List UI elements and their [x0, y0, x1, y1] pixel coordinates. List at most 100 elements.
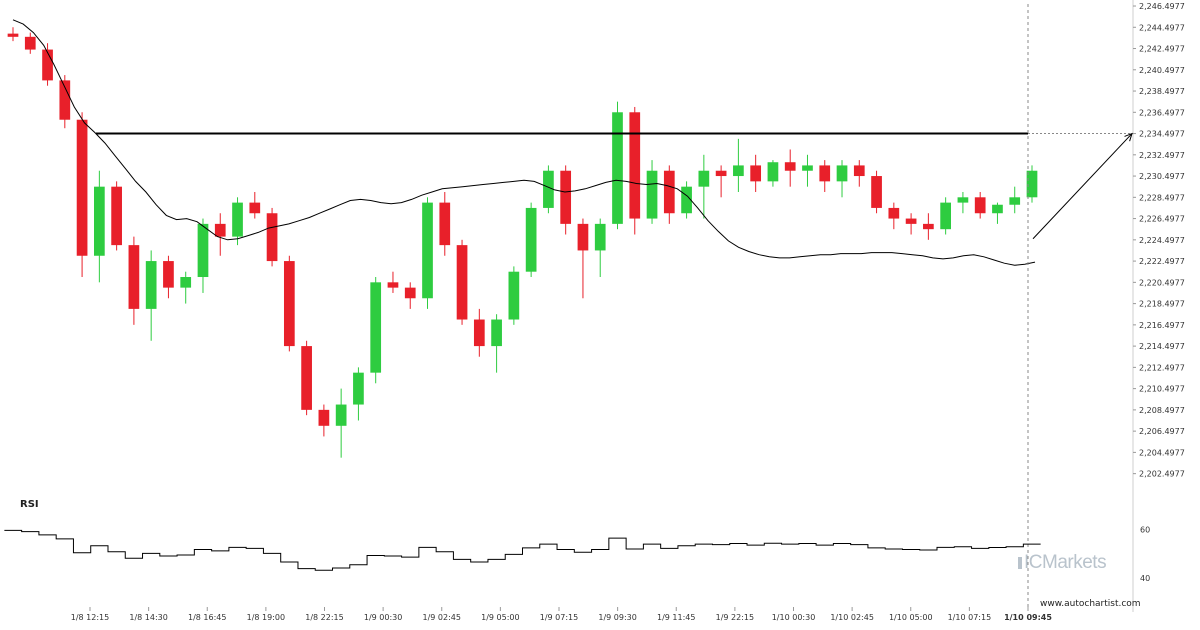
candle-down: [439, 202, 451, 246]
candle-down: [59, 80, 71, 120]
candle-up: [733, 165, 744, 177]
rsi-title: RSI: [20, 499, 39, 510]
time-tick-label: 1/9 00:30: [364, 613, 402, 622]
candle-up: [422, 202, 433, 299]
candle-up: [698, 170, 710, 187]
price-tick-label: 2,222.4977: [1139, 257, 1185, 266]
rsi-tick-label: 40: [1140, 574, 1150, 583]
time-tick-label: 1/9 11:45: [657, 613, 695, 622]
candle-up: [646, 170, 658, 219]
candle-down: [214, 223, 226, 237]
candle-down: [318, 409, 330, 426]
price-tick-label: 2,214.4977: [1139, 342, 1185, 351]
time-tick-label: 1/10 09:45: [1004, 613, 1052, 622]
time-tick-label: 1/9 09:30: [598, 613, 636, 622]
time-tick-label: 1/10 05:00: [889, 613, 933, 622]
price-tick-label: 2,226.4977: [1139, 215, 1185, 224]
candle-down: [663, 170, 675, 214]
candle-down: [249, 202, 261, 214]
time-tick-label: 1/9 22:15: [716, 613, 754, 622]
candle-up: [1026, 170, 1038, 198]
candle-down: [42, 49, 53, 81]
candle-up: [145, 261, 157, 309]
candle-up: [525, 207, 537, 272]
candle-up: [491, 319, 502, 347]
candle-down: [853, 165, 865, 177]
candle-up: [370, 282, 382, 373]
time-tick-label: 1/8 19:00: [247, 613, 285, 622]
candle-down: [905, 218, 917, 224]
candle-down: [819, 165, 831, 182]
price-tick-label: 2,224.4977: [1139, 236, 1185, 245]
price-tick-label: 2,208.4977: [1139, 406, 1185, 415]
candle-up: [197, 223, 209, 278]
price-tick-label: 2,238.4977: [1139, 87, 1185, 96]
time-tick-label: 1/8 14:30: [129, 613, 167, 622]
candle-down: [7, 33, 19, 37]
price-tick-label: 2,210.4977: [1139, 385, 1185, 394]
price-tick-label: 2,204.4977: [1139, 448, 1185, 457]
watermark-bars-icon: [1018, 557, 1022, 569]
price-tick-label: 2,240.4977: [1139, 66, 1185, 75]
price-tick-label: 2,242.4977: [1139, 45, 1185, 54]
price-tick-label: 2,218.4977: [1139, 300, 1185, 309]
broker-watermark: ICMarkets: [1018, 552, 1107, 574]
price-tick-label: 2,220.4977: [1139, 278, 1185, 287]
candle-up: [508, 271, 520, 320]
candle-down: [24, 36, 36, 50]
price-tick-label: 2,230.4977: [1139, 172, 1185, 181]
time-tick-label: 1/10 00:30: [772, 613, 816, 622]
candle-up: [335, 404, 347, 426]
watermark-text: ICMarkets: [1024, 552, 1107, 573]
candle-down: [560, 170, 572, 224]
candle-up: [594, 223, 606, 251]
candle-down: [473, 319, 485, 347]
time-tick-label: 1/9 05:00: [481, 613, 519, 622]
candle-up: [957, 197, 969, 203]
time-tick-label: 1/9 02:45: [423, 613, 461, 622]
candle-down: [266, 213, 278, 262]
candle-down: [888, 207, 900, 219]
price-tick-label: 2,246.4977: [1139, 2, 1185, 11]
candle-up: [681, 186, 692, 214]
candle-down: [76, 119, 88, 256]
candle-down: [923, 223, 934, 230]
price-tick-label: 2,228.4977: [1139, 193, 1185, 202]
candle-down: [301, 346, 312, 410]
rsi-line: [4, 529, 1041, 571]
source-site: www.autochartist.com: [1040, 599, 1141, 609]
candle-down: [750, 165, 762, 182]
price-tick-label: 2,216.4977: [1139, 321, 1185, 330]
price-tick-label: 2,244.4977: [1139, 23, 1185, 32]
candle-up: [836, 165, 848, 182]
candle-down: [456, 245, 468, 320]
candle-down: [871, 176, 882, 208]
time-tick-label: 1/10 02:45: [830, 613, 874, 622]
price-tick-label: 2,206.4977: [1139, 427, 1185, 436]
candle-down: [128, 245, 140, 309]
candle-down: [974, 197, 986, 214]
candle-up: [353, 372, 364, 405]
time-tick-label: 1/9 07:15: [540, 613, 578, 622]
price-tick-label: 2,234.4977: [1139, 130, 1185, 139]
candle-down: [715, 170, 727, 177]
candle-down: [111, 186, 122, 246]
candle-up: [1009, 197, 1021, 205]
candle-down: [629, 112, 641, 219]
candle-down: [163, 261, 174, 288]
time-tick-label: 1/10 07:15: [948, 613, 992, 622]
price-tick-label: 2,236.4977: [1139, 108, 1185, 117]
candle-up: [940, 202, 951, 230]
candle-up: [612, 112, 623, 224]
candle-down: [404, 287, 416, 299]
candle-down: [283, 261, 295, 347]
time-tick-label: 1/8 12:15: [71, 613, 109, 622]
candle-down: [577, 223, 589, 251]
time-tick-label: 1/8 16:45: [188, 613, 226, 622]
moving-average-line: [12, 19, 1036, 266]
price-tick-label: 2,202.4977: [1139, 470, 1185, 479]
candle-up: [992, 204, 1003, 214]
candle-up: [232, 202, 243, 237]
projection-arrow: [1032, 133, 1133, 240]
